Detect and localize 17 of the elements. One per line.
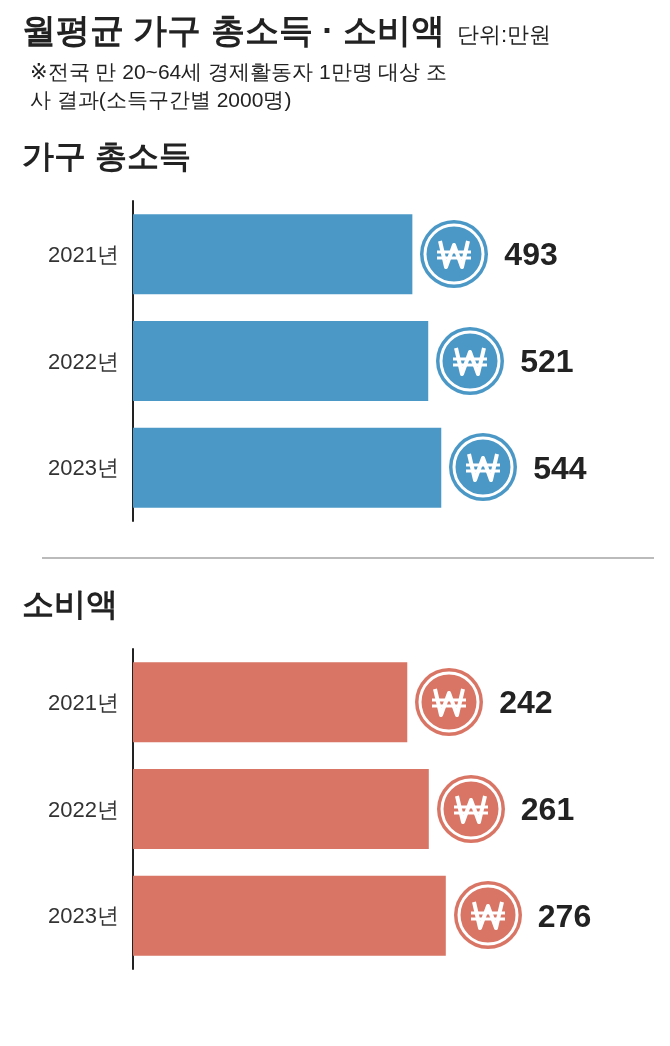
data-label: 261 (520, 790, 575, 827)
text: 단위:만원 (457, 21, 552, 49)
y-tick-label: 2022년 (48, 348, 119, 374)
text: ※전국 만 20~64세 경제활동자 1만명 대상 조사 결과(소득구간별 2000명) (30, 59, 448, 114)
data-label: 276 (537, 897, 592, 934)
data-label: 544 (533, 449, 587, 486)
y-tick-label: 2021년 (48, 689, 119, 715)
y-tick-label: 2023년 (48, 902, 119, 928)
chart-title: 월평균 가구 총소득 · 소비액 (22, 10, 446, 51)
y-tick-label: 2023년 (48, 454, 119, 480)
data-label: 521 (520, 342, 574, 379)
chart-subtitle: 가구 총소득 (22, 136, 192, 176)
y-tick-label: 2022년 (48, 796, 119, 822)
data-label: 242 (499, 684, 553, 721)
y-tick-label: 2021년 (48, 241, 119, 267)
data-label: 493 (504, 236, 558, 273)
chart-title: 소비액 (22, 584, 119, 624)
